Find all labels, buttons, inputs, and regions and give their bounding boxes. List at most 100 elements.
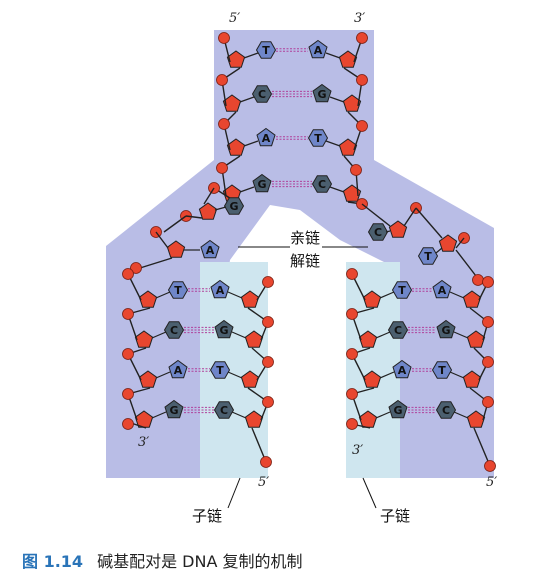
phosphate bbox=[216, 74, 228, 86]
backbone-segment bbox=[151, 331, 167, 339]
backbone-segment bbox=[455, 237, 465, 249]
phosphate bbox=[346, 348, 358, 360]
base-letter-t: T bbox=[174, 284, 182, 297]
base-letter-t: T bbox=[438, 364, 446, 377]
phosphate bbox=[122, 268, 134, 280]
backbone-segment bbox=[415, 207, 443, 239]
base-letter-t: T bbox=[314, 132, 322, 145]
backbone-segment bbox=[239, 186, 255, 193]
sugar bbox=[338, 50, 358, 68]
phosphate bbox=[482, 276, 494, 288]
phosphate bbox=[122, 308, 134, 320]
base bbox=[312, 83, 332, 103]
base-letter-c: C bbox=[374, 226, 382, 239]
backbone-segment bbox=[453, 411, 469, 419]
left-daughter-5-prime: 5′ bbox=[258, 475, 269, 490]
backbone-segment bbox=[243, 52, 259, 59]
base-letter-a: A bbox=[174, 364, 183, 377]
backbone-segment bbox=[325, 52, 341, 59]
phosphate bbox=[216, 162, 228, 174]
phosphate bbox=[472, 274, 484, 286]
base-letter-a: A bbox=[438, 284, 447, 297]
base bbox=[255, 41, 277, 59]
backbone-segment bbox=[385, 230, 391, 233]
right-daughter-5-prime: 5′ bbox=[486, 475, 497, 490]
base bbox=[392, 359, 412, 379]
caption-text: 碱基配对是 DNA 复制的机制 bbox=[97, 552, 303, 571]
base-letter-a: A bbox=[206, 244, 215, 257]
base bbox=[168, 359, 188, 379]
sugar bbox=[138, 370, 158, 388]
phosphate bbox=[262, 316, 274, 328]
figure-caption: 图 1.14 碱基配对是 DNA 复制的机制 bbox=[22, 548, 302, 572]
base bbox=[311, 175, 333, 193]
base bbox=[223, 197, 245, 215]
base bbox=[435, 401, 457, 419]
phosphate bbox=[130, 262, 142, 274]
backbone-segment bbox=[329, 186, 345, 193]
phosphate bbox=[482, 356, 494, 368]
backbone-segment bbox=[243, 140, 259, 147]
dna-replication-diagram: T A C G A T G C G A C T T A C G A T G C T A C G A T G C 5′ 3′ 亲链 解链… bbox=[106, 11, 497, 525]
base bbox=[436, 319, 456, 339]
base bbox=[256, 127, 276, 147]
base bbox=[387, 321, 409, 339]
backbone-segment bbox=[449, 371, 465, 379]
backbone-segment bbox=[227, 291, 243, 299]
backbone-segment bbox=[455, 249, 477, 277]
sugar bbox=[388, 220, 408, 238]
backbone-segment bbox=[185, 215, 203, 219]
backbone-segment bbox=[155, 231, 169, 249]
base-letter-c: C bbox=[318, 178, 326, 191]
dna-strands: T A C G A T G C G A C T T A C G A T G C T A C G A T G C bbox=[122, 32, 496, 472]
sugar bbox=[240, 290, 260, 308]
base-letter-c: C bbox=[220, 404, 228, 417]
base-letter-a: A bbox=[216, 284, 225, 297]
sugar bbox=[342, 184, 362, 202]
left-daughter-leader bbox=[227, 477, 241, 509]
base-letter-c: C bbox=[170, 324, 178, 337]
backbone-segment bbox=[239, 96, 255, 103]
phosphate bbox=[482, 396, 494, 408]
parent-strand-label: 亲链 bbox=[290, 229, 320, 247]
base-letter-t: T bbox=[424, 250, 432, 263]
base bbox=[431, 361, 453, 379]
backbone-segment bbox=[361, 203, 391, 227]
phosphate bbox=[484, 460, 496, 472]
backbone-segment bbox=[214, 206, 227, 211]
phosphate bbox=[122, 418, 134, 430]
backbone-segment bbox=[473, 427, 491, 467]
left-daughter-3-prime: 3′ bbox=[138, 435, 149, 450]
base bbox=[252, 173, 272, 193]
unwound-strand-label: 解链 bbox=[290, 252, 320, 270]
base bbox=[209, 361, 231, 379]
backbone-segment bbox=[231, 331, 247, 339]
base bbox=[200, 239, 220, 259]
base bbox=[251, 85, 273, 103]
base bbox=[417, 247, 439, 265]
sugar bbox=[166, 240, 186, 258]
base bbox=[167, 281, 189, 299]
base-letter-c: C bbox=[258, 88, 266, 101]
sugar bbox=[134, 330, 154, 348]
right-daughter-3-prime: 3′ bbox=[352, 443, 363, 458]
base bbox=[163, 321, 185, 339]
phosphate bbox=[262, 396, 274, 408]
right-daughter-leader bbox=[362, 477, 377, 509]
backbone-segment bbox=[155, 371, 171, 379]
backbone-segment bbox=[379, 291, 395, 299]
backbone-segment bbox=[453, 331, 469, 339]
base-letter-a: A bbox=[314, 44, 323, 57]
phosphate bbox=[260, 456, 272, 468]
backbone-segment bbox=[403, 207, 417, 227]
sugar bbox=[466, 410, 486, 428]
base-letter-g: G bbox=[441, 324, 450, 337]
base-letter-g: G bbox=[229, 200, 238, 213]
sugar bbox=[466, 330, 486, 348]
sugar bbox=[138, 290, 158, 308]
backbone-segment bbox=[375, 411, 391, 419]
left-daughter-label: 子链 bbox=[192, 507, 222, 525]
base bbox=[432, 279, 452, 299]
base bbox=[388, 399, 408, 419]
base-letter-t: T bbox=[262, 44, 270, 57]
